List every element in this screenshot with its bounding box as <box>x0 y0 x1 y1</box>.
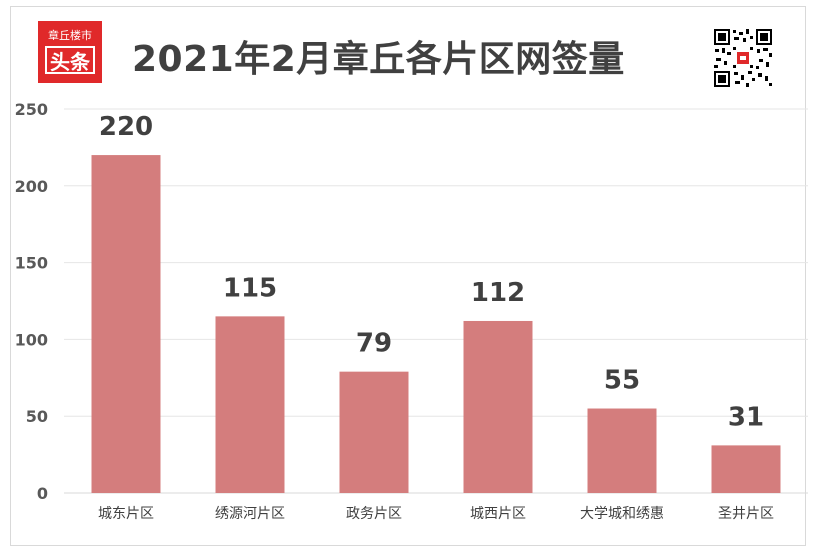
data-label: 55 <box>604 366 640 396</box>
data-label: 220 <box>99 112 153 142</box>
y-tick-label: 150 <box>15 254 48 273</box>
bar <box>215 316 285 493</box>
bar <box>339 371 409 493</box>
x-tick-label: 政务片区 <box>346 506 402 522</box>
chart-title: 2021年2月章丘各片区网签量 <box>132 39 625 80</box>
y-tick-label: 0 <box>37 484 48 503</box>
y-tick-label: 100 <box>15 330 48 349</box>
x-tick-label: 城东片区 <box>98 506 154 522</box>
y-tick-label: 250 <box>15 100 48 119</box>
x-tick-label: 圣井片区 <box>718 506 774 522</box>
y-tick-label: 50 <box>26 407 48 426</box>
x-tick-label: 城西片区 <box>470 506 526 522</box>
bar <box>587 408 657 493</box>
data-label: 115 <box>223 273 277 303</box>
brand-logo: 章丘楼市 头条 <box>38 21 102 83</box>
logo-top-text: 章丘楼市 <box>48 29 92 42</box>
y-tick-label: 200 <box>15 177 48 196</box>
x-tick-label: 大学城和绣惠 <box>580 506 664 522</box>
bar <box>711 445 781 493</box>
bar <box>91 155 161 493</box>
data-label: 79 <box>356 329 392 359</box>
data-label: 31 <box>728 402 764 432</box>
data-label: 112 <box>471 278 525 308</box>
bar <box>463 320 533 493</box>
x-tick-label: 绣源河片区 <box>215 506 285 522</box>
qr-code-icon <box>713 28 773 88</box>
logo-main-text: 头条 <box>45 46 95 74</box>
